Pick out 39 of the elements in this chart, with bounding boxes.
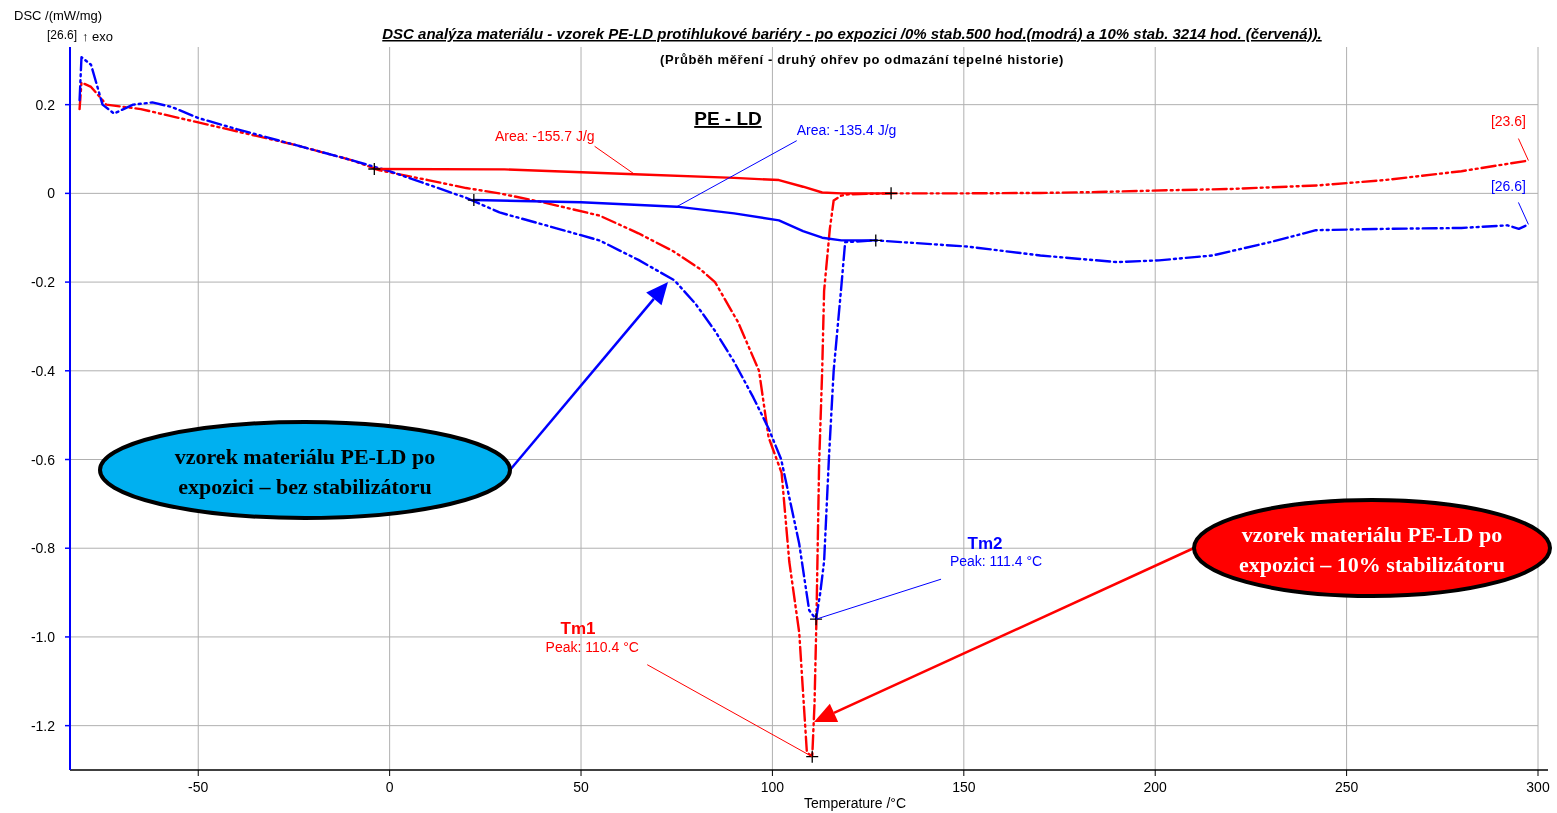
chart-title: DSC analýza materiálu - vzorek PE-LD protihlukové bariéry - po expozici /0% stab.500 hod.(modrá) a 10% stab. 3214 hod. (červená)). [382,25,1322,42]
text: ↑ exo [82,29,114,44]
annotation: vzorek materiálu PE-LD po expozici – bez stabilizátoru [174,444,436,499]
text: [26.6] [47,28,78,42]
y-tick-label: -0.8 [30,540,56,557]
annotation: [26.6] [1490,178,1526,195]
x-tick-label: 100 [760,779,785,795]
point [809,612,823,626]
y-tick-label: -1.0 [30,628,56,645]
x-tick-label: 200 [1143,779,1168,795]
y-tick-label: 0 [47,185,56,202]
annotation: Tm1 [560,619,596,638]
y-tick-label: -0.6 [30,451,56,468]
annotation: Area: -155.7 J/g [494,128,595,145]
point [869,233,883,248]
annotation: PE - LD [694,108,762,129]
y-axis-title: DSC /(mW/mg) [14,8,103,23]
x-tick-label: 300 [1526,779,1550,795]
point [367,162,381,176]
x-axis-title: Temperature /°C [803,795,907,811]
chart-subtitle: (Průběh měření - druhý ohřev po odmazání tepelné historie) [660,52,1064,67]
x-tick-label: 150 [952,779,976,795]
y-tick-label: -0.2 [30,274,56,291]
annotation: vzorek materiálu PE-LD po expozici – 10% stabilizátoru [1239,522,1505,577]
x-tick-label: 250 [1334,779,1359,795]
x-tick-label: 0 [385,779,394,795]
y-tick-label: 0.2 [35,96,56,113]
annotation: Area: -135.4 J/g [796,121,897,138]
annotation: Tm2 [967,534,1003,553]
point [805,750,819,764]
annotation: [23.6] [1490,112,1526,129]
y-tick-label: -0.4 [30,362,56,379]
annotation: Peak: 111.4 °C [949,553,1043,570]
point [467,193,481,207]
y-tick-label: -1.2 [30,717,56,734]
annotation: Peak: 110.4 °C [545,638,639,655]
point [884,186,898,201]
x-tick-label: -50 [188,779,209,795]
x-tick-label: 50 [573,779,590,795]
